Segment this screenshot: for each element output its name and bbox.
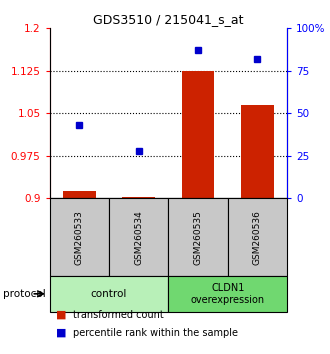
Text: GSM260535: GSM260535 — [193, 210, 203, 265]
Text: ■: ■ — [56, 327, 67, 338]
Bar — [109, 198, 168, 276]
Text: GSM260533: GSM260533 — [75, 210, 84, 265]
Bar — [182, 71, 214, 198]
Text: percentile rank within the sample: percentile rank within the sample — [73, 327, 238, 338]
Title: GDS3510 / 215041_s_at: GDS3510 / 215041_s_at — [93, 13, 244, 26]
Text: GSM260534: GSM260534 — [134, 210, 143, 264]
Bar — [50, 198, 109, 276]
Text: transformed count: transformed count — [73, 310, 163, 320]
Bar — [168, 276, 287, 312]
Text: protocol: protocol — [3, 289, 46, 299]
Bar — [168, 198, 228, 276]
Text: GSM260536: GSM260536 — [253, 210, 262, 265]
Text: CLDN1
overexpression: CLDN1 overexpression — [191, 283, 265, 305]
Bar — [228, 198, 287, 276]
Bar — [50, 276, 168, 312]
Bar — [122, 197, 155, 198]
Bar — [63, 192, 96, 198]
Text: control: control — [91, 289, 127, 299]
Bar — [241, 105, 274, 198]
Text: ■: ■ — [56, 310, 67, 320]
